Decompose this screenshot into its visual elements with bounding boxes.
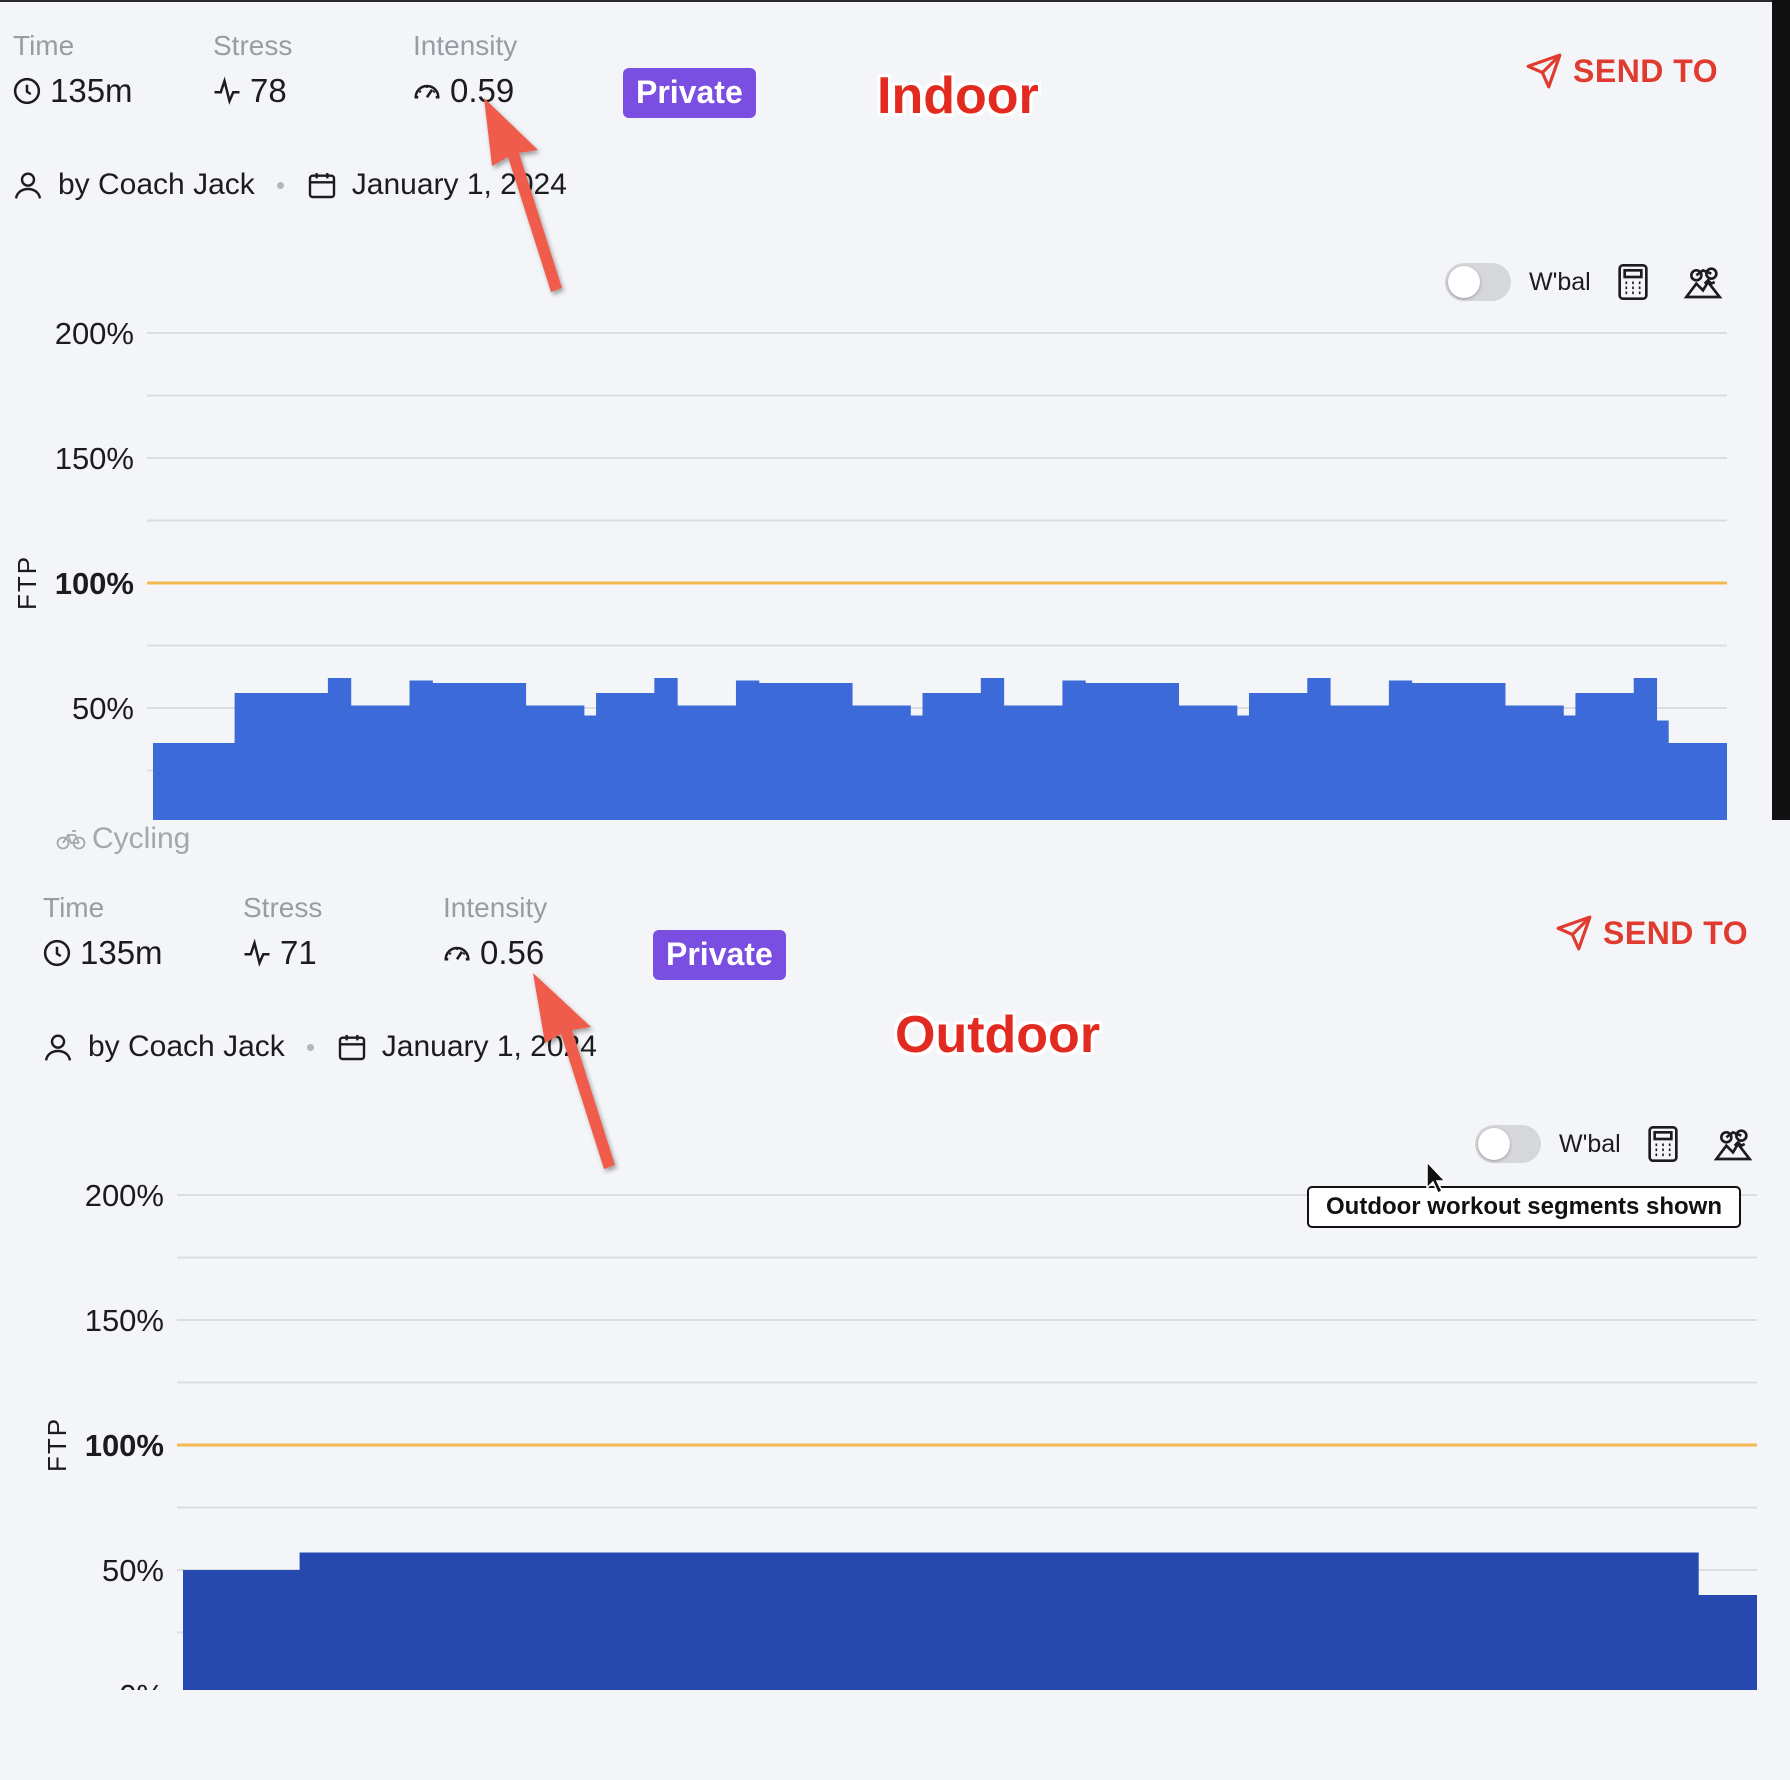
wbal-toggle-knob	[1448, 266, 1480, 298]
outdoor-segments-tooltip: Outdoor workout segments shown	[1307, 1186, 1742, 1228]
indoor-annotation-arrow	[472, 88, 582, 308]
send-icon	[1556, 915, 1592, 951]
time-stat: 135m	[42, 934, 163, 972]
user-icon	[44, 1034, 72, 1061]
author-link[interactable]: by Coach Jack	[58, 168, 255, 201]
power-profile-area	[153, 678, 1727, 820]
intensity-label: Intensity	[443, 892, 548, 923]
stress-icon	[214, 76, 240, 105]
calculator-icon[interactable]	[1613, 262, 1653, 302]
y-tick-label: 150%	[55, 441, 134, 476]
send-icon	[1526, 53, 1562, 89]
indoor-power-chart: 0% 50% 100% 150% 200%	[55, 316, 1727, 820]
y-tick-label: 0%	[119, 1678, 164, 1690]
wbal-toggle-knob	[1478, 1128, 1510, 1160]
meta-separator	[306, 1043, 314, 1051]
wbal-label: W'bal	[1559, 1129, 1621, 1158]
gauge-icon	[444, 946, 470, 961]
y-tick-label: 0%	[89, 816, 134, 820]
calculator-icon[interactable]	[1643, 1124, 1683, 1164]
wbal-toggle[interactable]	[1475, 1125, 1541, 1163]
workout-meta: by Coach Jack January 1, 2024	[42, 1030, 597, 1064]
y-tick-label: 50%	[102, 1553, 164, 1588]
intensity-value: 0.59	[450, 72, 515, 109]
window-edge	[1772, 0, 1790, 820]
stress-value: 78	[250, 72, 287, 109]
calendar-icon	[338, 1035, 365, 1061]
private-badge: Private	[623, 68, 756, 118]
chart-controls: W'bal	[1445, 262, 1723, 302]
send-to-button[interactable]: SEND TO	[1525, 52, 1718, 90]
send-to-label: SEND TO	[1573, 52, 1719, 89]
outdoor-annotation-arrow	[525, 965, 635, 1185]
outdoor-power-chart: 0%50%100%150%200%020406080100120	[85, 1178, 1757, 1690]
y-tick-label: 150%	[85, 1303, 164, 1338]
stress-stat: 78	[212, 72, 287, 110]
clock-icon	[43, 939, 71, 967]
meta-separator	[276, 181, 284, 189]
user-icon	[14, 172, 42, 199]
y-tick-label: 200%	[55, 316, 134, 351]
wbal-toggle[interactable]	[1445, 263, 1511, 301]
indoor-workout-panel: Time Stress Intensity 135m 78 0.59 Priva…	[0, 0, 1730, 860]
y-tick-label: 200%	[85, 1178, 164, 1213]
intensity-stat: 0.59	[412, 72, 514, 110]
stress-label: Stress	[213, 30, 293, 61]
window-top-border	[0, 0, 1772, 2]
workout-date: January 1, 2024	[381, 1030, 597, 1063]
send-to-button[interactable]: SEND TO	[1555, 914, 1748, 952]
author-link[interactable]: by Coach Jack	[88, 1030, 285, 1063]
time-stat: 135m	[12, 72, 133, 110]
clock-icon	[13, 77, 41, 105]
cursor-icon	[1426, 1160, 1447, 1195]
intensity-stat: 0.56	[442, 934, 544, 972]
power-profile-area	[183, 1552, 1757, 1690]
time-value: 135m	[50, 72, 133, 109]
stress-stat: 71	[242, 934, 317, 972]
wbal-label: W'bal	[1529, 267, 1591, 296]
sport-label: Cycling	[92, 822, 191, 855]
outdoor-toggle-icon[interactable]	[1683, 262, 1723, 302]
outdoor-workout-panel: Time Stress Intensity 135m 71 0.56 Priva…	[30, 830, 1760, 1690]
sport-type: Cycling	[56, 822, 190, 856]
time-label: Time	[13, 30, 75, 61]
outdoor-toggle-icon[interactable]	[1713, 1124, 1753, 1164]
y-tick-label: 100%	[85, 1428, 164, 1463]
outdoor-annotation: Outdoor	[895, 1006, 1101, 1064]
gauge-icon	[414, 84, 440, 99]
time-value: 135m	[80, 934, 163, 971]
intensity-label: Intensity	[413, 30, 518, 61]
indoor-annotation: Indoor	[877, 67, 1039, 125]
chart-controls: W'bal	[1475, 1124, 1753, 1164]
calendar-icon	[308, 173, 335, 199]
intensity-value: 0.56	[480, 934, 545, 971]
y-tick-label: 100%	[55, 566, 134, 601]
time-label: Time	[43, 892, 105, 923]
y-tick-label: 50%	[72, 691, 134, 726]
private-badge: Private	[653, 930, 786, 980]
stress-value: 71	[280, 934, 317, 971]
send-to-label: SEND TO	[1603, 914, 1749, 951]
stress-icon	[244, 938, 270, 967]
stress-label: Stress	[243, 892, 323, 923]
cycling-icon	[56, 830, 86, 850]
